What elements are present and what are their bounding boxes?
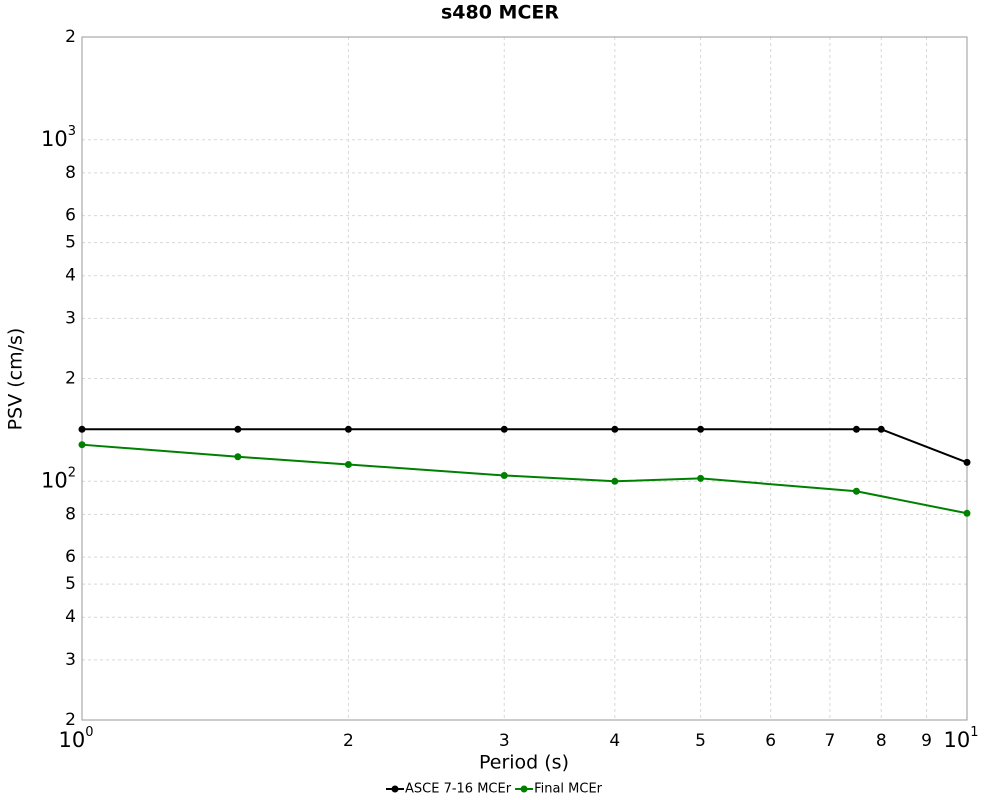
y-tick-label: 2 xyxy=(65,369,76,389)
tick-base: 3 xyxy=(65,308,76,328)
data-point xyxy=(344,460,352,468)
y-tick-label: 6 xyxy=(65,206,76,226)
tick-base: 4 xyxy=(65,266,76,286)
data-point xyxy=(611,477,619,485)
y-tick-label: 4 xyxy=(65,607,76,627)
data-point xyxy=(344,425,352,433)
tick-base: 2 xyxy=(65,710,76,730)
x-tick-label: 9 xyxy=(921,731,932,751)
tick-base: 8 xyxy=(65,504,76,524)
data-point xyxy=(697,425,705,433)
data-point xyxy=(234,453,242,461)
y-axis-label: PSV (cm/s) xyxy=(5,328,27,431)
x-tick-label: 5 xyxy=(695,731,706,751)
data-point xyxy=(877,425,885,433)
data-point xyxy=(963,458,971,466)
y-tick-label: 8 xyxy=(65,163,76,183)
legend-label: ASCE 7-16 MCEr xyxy=(405,782,512,797)
y-tick-label: 5 xyxy=(65,574,76,594)
data-point xyxy=(234,425,242,433)
tick-base: 10 xyxy=(58,728,85,752)
tick-base: 5 xyxy=(65,233,76,253)
series-line xyxy=(82,428,968,464)
chart-title: s480 MCER xyxy=(441,2,559,24)
tick-base: 4 xyxy=(65,607,76,627)
x-tick-label: 7 xyxy=(824,731,835,751)
data-point xyxy=(852,487,860,495)
tick-exponent: 0 xyxy=(85,725,93,740)
x-tick-label: 101 xyxy=(943,725,978,753)
legend-label: Final MCEr xyxy=(534,782,603,797)
x-tick-label: 2 xyxy=(343,731,354,751)
series-line xyxy=(81,443,968,515)
data-point xyxy=(697,474,705,482)
tick-base: 2 xyxy=(65,369,76,389)
tick-exponent: 1 xyxy=(970,725,978,740)
tick-base: 2 xyxy=(65,27,76,47)
y-tick-label: 3 xyxy=(65,650,76,670)
data-point xyxy=(500,471,508,479)
tick-exponent: 3 xyxy=(68,123,76,138)
tick-base: 10 xyxy=(41,127,68,151)
data-point xyxy=(852,425,860,433)
y-tick-label: 8 xyxy=(65,504,76,524)
x-tick-label: 100 xyxy=(58,725,93,753)
data-point xyxy=(78,425,86,433)
tick-base: 10 xyxy=(41,468,68,492)
y-tick-label: 4 xyxy=(65,266,76,286)
tick-base: 5 xyxy=(65,574,76,594)
data-point xyxy=(78,441,86,449)
y-tick-label: 2 xyxy=(65,710,76,730)
y-tick-label: 2 xyxy=(65,27,76,47)
y-tick-label: 103 xyxy=(41,123,76,151)
tick-base: 10 xyxy=(943,728,970,752)
x-tick-label: 8 xyxy=(876,731,887,751)
x-tick-label: 3 xyxy=(499,731,510,751)
tick-base: 6 xyxy=(65,206,76,226)
y-tick-label: 6 xyxy=(65,547,76,567)
x-tick-label: 6 xyxy=(765,731,776,751)
tick-exponent: 2 xyxy=(68,465,76,480)
tick-base: 6 xyxy=(65,547,76,567)
legend-marker xyxy=(520,785,528,793)
y-tick-label: 3 xyxy=(65,308,76,328)
y-tick-label: 5 xyxy=(65,233,76,253)
legend-marker xyxy=(391,785,399,793)
plot-frame xyxy=(81,36,968,721)
data-point xyxy=(963,509,971,517)
tick-base: 8 xyxy=(65,163,76,183)
tick-base: 3 xyxy=(65,650,76,670)
y-tick-label: 102 xyxy=(41,465,76,493)
data-point xyxy=(611,425,619,433)
data-point xyxy=(500,425,508,433)
x-axis-label: Period (s) xyxy=(479,752,569,774)
x-tick-label: 4 xyxy=(609,731,620,751)
